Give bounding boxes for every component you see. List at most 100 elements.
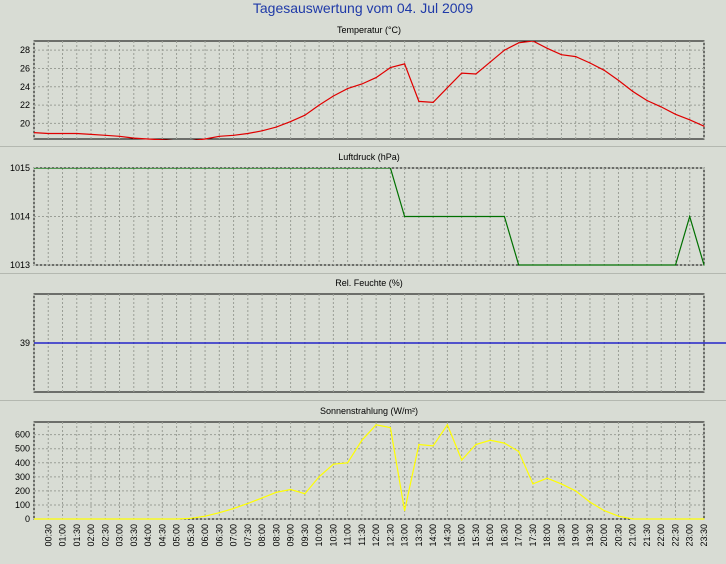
data-point <box>318 104 320 106</box>
data-point <box>304 493 306 495</box>
data-point <box>560 483 563 485</box>
data-point <box>34 518 35 520</box>
data-point <box>204 138 206 140</box>
data-point <box>660 518 662 520</box>
chart-title-pressure: Luftdruck (hPa) <box>338 152 400 162</box>
data-point <box>332 463 334 465</box>
x-tick-label: 18:30 <box>556 524 566 547</box>
data-point <box>90 133 92 136</box>
data-point <box>632 264 634 266</box>
data-point <box>204 168 206 169</box>
data-point <box>375 424 377 426</box>
x-tick-label: 06:00 <box>200 524 210 547</box>
data-point <box>190 140 191 141</box>
x-tick-label: 19:30 <box>585 524 595 547</box>
y-tick-label: 28 <box>20 45 30 55</box>
x-tick-label: 15:30 <box>471 524 481 547</box>
data-point <box>475 443 477 446</box>
data-point <box>674 518 677 520</box>
y-tick-label: 1014 <box>10 212 30 222</box>
data-point <box>361 168 363 169</box>
data-point <box>646 518 648 520</box>
series-line <box>34 41 705 140</box>
data-point <box>418 443 420 446</box>
x-tick-label: 23:30 <box>699 524 709 547</box>
chart-title-temperature: Temperatur (°C) <box>336 25 402 35</box>
x-tick-label: 22:30 <box>670 524 680 547</box>
data-point <box>347 88 349 90</box>
x-tick-label: 20:00 <box>599 524 609 547</box>
x-tick-label: 13:30 <box>414 524 424 547</box>
data-point <box>133 168 135 169</box>
data-point <box>703 518 705 520</box>
data-point <box>218 135 220 137</box>
data-point <box>489 439 491 441</box>
data-point <box>646 99 648 102</box>
x-tick-label: 00:30 <box>43 524 53 547</box>
data-point <box>161 139 163 140</box>
x-tick-label: 10:00 <box>314 524 324 547</box>
data-point <box>176 140 177 141</box>
plot-area <box>33 40 705 140</box>
x-tick-label: 01:30 <box>72 524 82 547</box>
data-point <box>90 168 92 169</box>
data-point <box>518 450 520 453</box>
data-point <box>575 490 577 492</box>
data-point <box>575 55 577 58</box>
data-point <box>432 101 434 103</box>
data-point <box>546 477 548 479</box>
x-tick-label: 15:00 <box>457 524 467 547</box>
data-point <box>503 49 506 51</box>
data-point <box>161 518 163 520</box>
y-tick-label: 500 <box>15 444 30 454</box>
data-point <box>332 95 334 97</box>
chart-title-radiation: Sonnenstrahlung (W/m²) <box>319 406 419 416</box>
data-point <box>404 63 406 65</box>
data-point <box>589 501 591 503</box>
y-tick-label: 100 <box>15 500 30 510</box>
data-point <box>560 264 563 266</box>
data-point <box>503 442 506 444</box>
y-tick-label: 20 <box>20 118 30 128</box>
data-point <box>275 126 277 128</box>
data-point <box>461 459 463 461</box>
y-tick-label: 39 <box>20 338 30 348</box>
data-point <box>446 87 449 89</box>
x-tick-label: 12:30 <box>385 524 395 547</box>
x-tick-label: 16:00 <box>485 524 495 547</box>
data-point <box>361 439 363 441</box>
x-tick-label: 14:30 <box>442 524 452 547</box>
data-point <box>261 130 263 132</box>
data-point <box>76 132 78 135</box>
data-point <box>118 135 121 137</box>
data-point <box>34 168 35 169</box>
series-line <box>34 168 705 266</box>
x-tick-label: 07:00 <box>229 524 239 547</box>
data-point <box>61 168 64 169</box>
data-point <box>190 168 192 169</box>
data-point <box>632 90 634 92</box>
data-point <box>689 215 691 218</box>
x-tick-label: 12:00 <box>371 524 381 547</box>
data-point <box>104 168 106 169</box>
data-point <box>332 168 334 169</box>
data-point <box>275 491 277 493</box>
x-tick-label: 22:00 <box>656 524 666 547</box>
data-point <box>318 168 320 169</box>
data-point <box>489 215 491 218</box>
data-point <box>118 168 121 169</box>
data-point <box>603 264 605 266</box>
data-point <box>61 132 64 135</box>
data-point <box>133 137 135 139</box>
y-tick-label: 0 <box>25 514 30 524</box>
data-point <box>489 61 491 63</box>
y-tick-label: 1015 <box>10 163 30 173</box>
x-tick-label: 19:00 <box>571 524 581 547</box>
x-tick-label: 07:30 <box>243 524 253 547</box>
data-point <box>90 518 92 520</box>
data-point <box>703 264 705 266</box>
data-point <box>404 215 406 218</box>
x-tick-label: 05:00 <box>172 524 182 547</box>
x-tick-label: 04:30 <box>157 524 167 547</box>
data-point <box>304 168 306 169</box>
